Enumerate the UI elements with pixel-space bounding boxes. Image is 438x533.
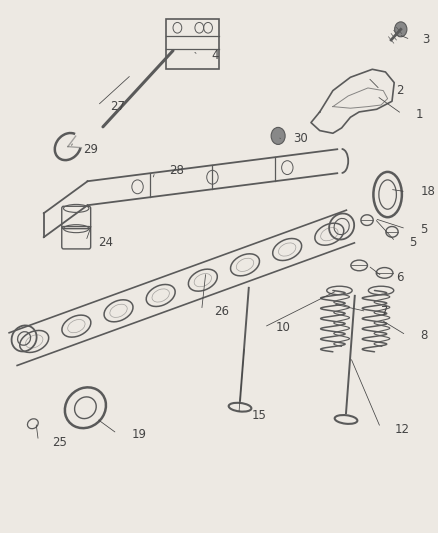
Text: 19: 19 [131, 428, 146, 441]
Text: 28: 28 [169, 164, 184, 177]
Text: 3: 3 [423, 34, 430, 46]
Text: 7: 7 [381, 305, 389, 318]
Text: 25: 25 [52, 436, 67, 449]
Circle shape [271, 127, 285, 144]
Text: 10: 10 [276, 321, 291, 334]
Text: 29: 29 [83, 143, 98, 156]
Text: 27: 27 [110, 100, 125, 113]
Text: 2: 2 [396, 84, 404, 97]
Text: 18: 18 [420, 185, 435, 198]
Text: 8: 8 [420, 329, 428, 342]
Text: 1: 1 [416, 108, 424, 121]
Text: 5: 5 [410, 236, 417, 249]
Text: 24: 24 [99, 236, 113, 249]
Text: 26: 26 [215, 305, 230, 318]
Text: 6: 6 [396, 271, 404, 284]
Text: 4: 4 [211, 50, 219, 62]
Text: 12: 12 [394, 423, 409, 435]
Circle shape [395, 22, 407, 37]
Text: 15: 15 [252, 409, 267, 422]
Text: 30: 30 [293, 132, 308, 145]
Text: 5: 5 [420, 223, 428, 236]
